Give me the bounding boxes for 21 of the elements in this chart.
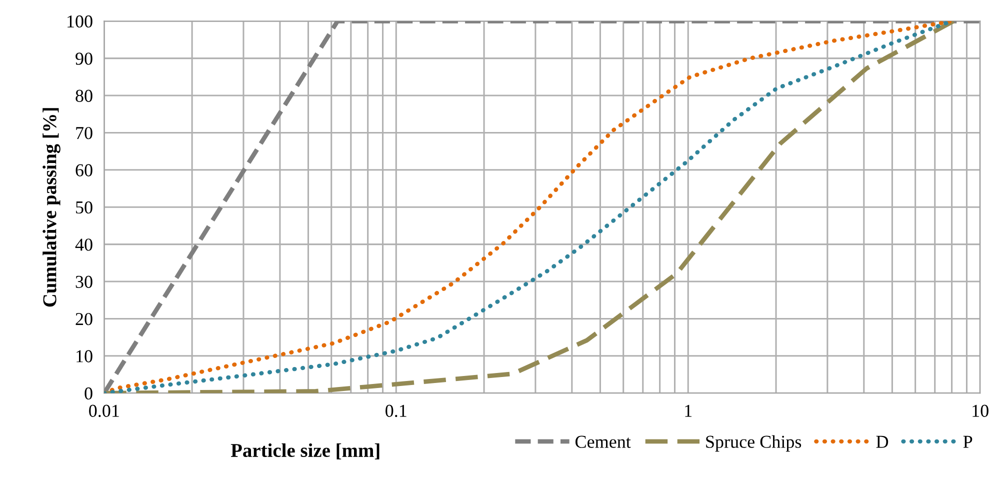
legend-label: Spruce Chips [706,435,802,452]
y-tick-label: 30 [76,276,92,288]
y-tick-label: 50 [76,201,92,214]
x-tick-label: 0.01 [89,404,119,418]
y-tick-label: 90 [76,52,92,65]
y-tick-label: 100 [68,15,92,28]
legend-label: P [963,436,972,448]
x-tick-label: 1 [685,404,692,417]
x-tick-label: 10 [972,404,988,417]
legend-label: D [876,436,888,448]
x-tick-label: 0.1 [386,404,406,418]
y-tick-label: 20 [76,312,92,326]
x-axis-title: Particle size [mm] [230,443,380,460]
y-axis-title: Cumulative passing [%] [42,108,60,307]
y-tick-label: 70 [76,126,92,140]
legend-label: Cement [575,436,631,448]
y-tick-label: 40 [75,238,92,251]
y-tick-label: 60 [76,164,92,176]
y-tick-label: 0 [84,387,92,400]
y-tick-label: 80 [76,90,92,102]
y-tick-label: 10 [76,350,92,362]
